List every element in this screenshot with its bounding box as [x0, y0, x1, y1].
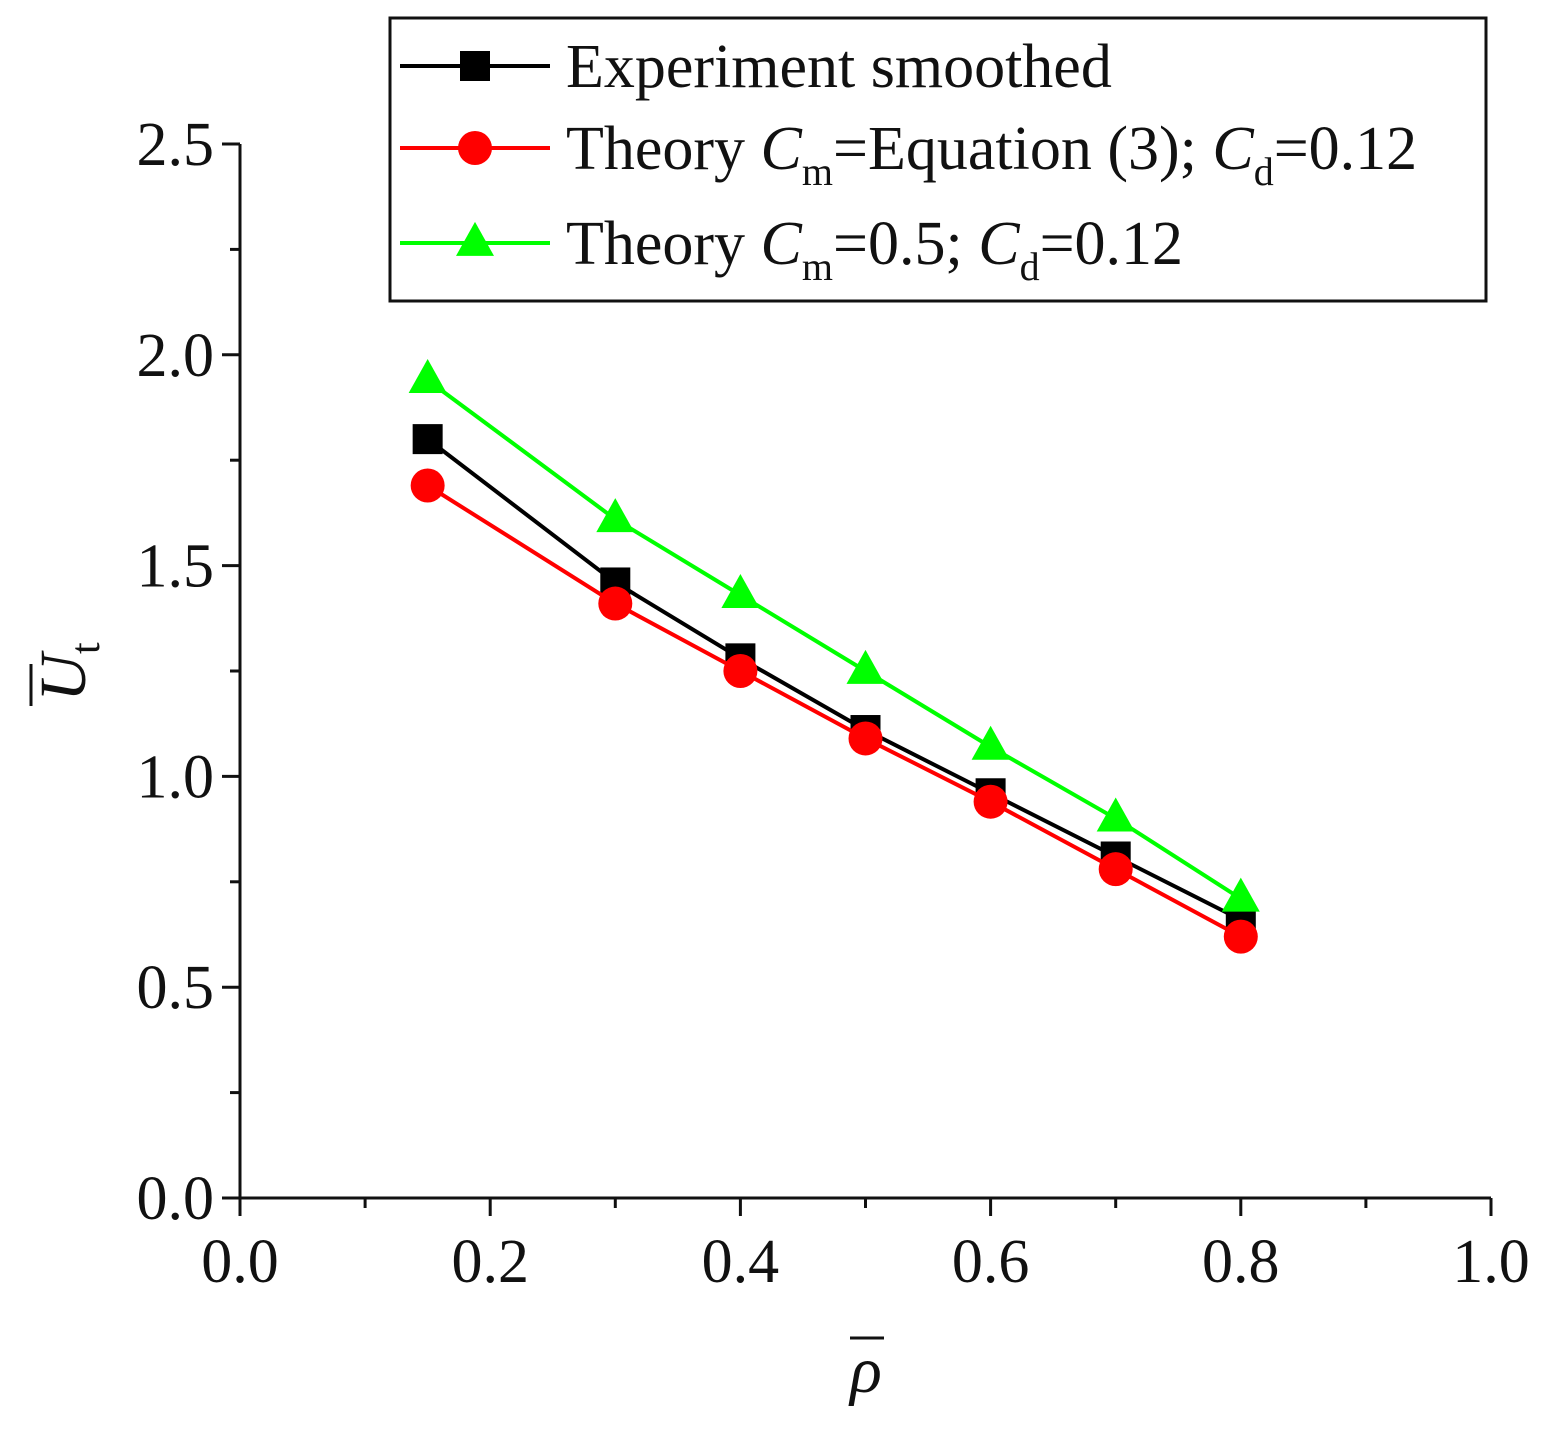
- y-axis-label-text: Ut: [27, 642, 109, 702]
- x-tick-label: 0.2: [451, 1228, 529, 1296]
- y-tick-label: 0.5: [137, 954, 215, 1022]
- legend-text-part: Theory: [566, 115, 761, 183]
- x-tick-label: 0.0: [201, 1228, 279, 1296]
- y-label-subscript: t: [63, 642, 109, 654]
- x-tick-label: 0.8: [1202, 1228, 1280, 1296]
- data-point: [973, 784, 1008, 819]
- legend-variable: C: [1212, 115, 1254, 183]
- x-axis-label: ρ: [848, 1334, 882, 1407]
- y-tick-label: 0.0: [137, 1165, 215, 1233]
- legend-text-part: Theory: [566, 210, 761, 278]
- series-1: [410, 468, 1258, 954]
- x-tick-label: 0.4: [702, 1228, 780, 1296]
- y-axis-label: Ut: [27, 642, 109, 706]
- series-2: [408, 359, 1260, 912]
- legend-text-part: Experiment smoothed: [566, 33, 1112, 101]
- legend-text-part: =0.5;: [833, 210, 978, 278]
- data-point: [1223, 919, 1258, 954]
- y-tick-label: 2.0: [137, 322, 215, 390]
- data-point: [848, 721, 883, 756]
- legend-label: Theory Cm=Equation (3); Cd=0.12: [566, 115, 1417, 194]
- legend-variable: C: [978, 210, 1020, 278]
- legend-marker: [456, 221, 494, 256]
- axes: 0.0 0.2 0.4 0.6 0.8 1.0 0.0 0.5 1.0 1.5 2.0 2.5: [137, 111, 1530, 1296]
- data-point: [721, 574, 760, 609]
- legend-marker: [460, 51, 490, 81]
- data-point: [1098, 852, 1133, 887]
- legend-variable: C: [761, 115, 803, 183]
- data-point: [412, 424, 443, 455]
- data-point: [408, 359, 447, 394]
- legend-subscript: d: [1254, 149, 1274, 194]
- y-tick-label: 2.5: [137, 111, 215, 179]
- y-tick-label: 1.0: [137, 743, 215, 811]
- data-point: [410, 468, 445, 503]
- series-0: [412, 424, 1256, 935]
- data-point: [846, 649, 885, 684]
- legend-entry: Theory Cm=0.5; Cd=0.12: [400, 210, 1183, 289]
- data-point: [1221, 877, 1260, 912]
- x-tick-label: 0.6: [952, 1228, 1030, 1296]
- data-point: [1096, 797, 1135, 832]
- legend-marker: [458, 131, 492, 165]
- legend-text-part: =Equation (3);: [833, 115, 1212, 183]
- legend-subscript: m: [802, 149, 833, 194]
- legend-text-part: =0.12: [1040, 210, 1183, 278]
- data-point: [971, 725, 1010, 760]
- legend-label: Experiment smoothed: [566, 33, 1112, 101]
- data-point: [723, 654, 758, 688]
- legend-box: [388, 16, 1488, 303]
- y-tick-label: 1.5: [137, 533, 215, 601]
- legend-text-part: =0.12: [1274, 115, 1417, 183]
- data-point: [596, 498, 635, 533]
- y-label-variable: U: [27, 650, 100, 702]
- legend-entry: Theory Cm=Equation (3); Cd=0.12: [400, 115, 1417, 194]
- legend-label: Theory Cm=0.5; Cd=0.12: [566, 210, 1183, 289]
- legend-subscript: m: [802, 244, 833, 289]
- legend-entry: Experiment smoothed: [400, 33, 1112, 101]
- data-point: [598, 586, 633, 621]
- legend-variable: C: [761, 210, 803, 278]
- axis-labels: ρ Ut: [27, 642, 884, 1407]
- x-tick-label: 1.0: [1452, 1228, 1530, 1296]
- legend-subscript: d: [1020, 244, 1040, 289]
- series-layer: [408, 359, 1260, 954]
